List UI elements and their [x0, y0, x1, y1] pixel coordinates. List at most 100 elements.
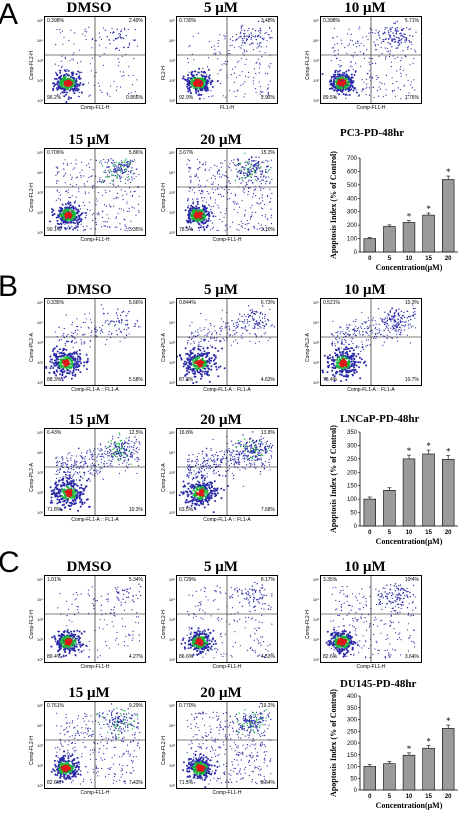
event-dot	[245, 185, 246, 186]
event-dot	[248, 72, 249, 73]
event-dot	[100, 456, 101, 457]
event-dot	[95, 326, 96, 327]
event-dot	[372, 58, 373, 59]
event-dot	[202, 79, 204, 81]
event-dot	[195, 359, 197, 361]
event-dot	[271, 215, 272, 216]
x-axis-label: Concentration(μM)	[376, 263, 443, 272]
event-dot	[118, 58, 119, 59]
event-dot	[63, 362, 66, 365]
event-dot	[408, 46, 409, 47]
event-dot	[345, 346, 347, 348]
event-dot	[58, 210, 60, 212]
event-dot	[357, 353, 359, 355]
event-dot	[101, 304, 102, 305]
event-dot	[381, 83, 382, 84]
plot-area: 0.730%3.48%92.9%2.92%	[176, 16, 278, 104]
event-dot	[114, 172, 115, 173]
event-dot	[220, 330, 221, 331]
event-dot	[388, 51, 389, 52]
event-dot	[79, 172, 80, 173]
event-dot	[67, 464, 68, 465]
event-dot	[201, 346, 202, 347]
event-dot	[339, 77, 341, 79]
event-dot	[340, 74, 342, 76]
event-dot	[115, 49, 116, 50]
event-dot	[67, 499, 69, 501]
event-dot	[380, 318, 381, 319]
event-dot	[61, 374, 63, 376]
event-dot	[51, 211, 53, 213]
event-dot	[76, 490, 78, 492]
event-dot	[398, 309, 399, 310]
event-dot	[72, 186, 73, 187]
event-dot	[255, 73, 256, 74]
event-dot	[122, 56, 123, 57]
event-dot	[134, 445, 135, 446]
event-dot	[50, 365, 52, 367]
event-dot	[367, 326, 368, 327]
event-dot	[378, 32, 379, 33]
event-dot	[119, 162, 120, 163]
event-dot	[76, 177, 77, 178]
event-dot	[411, 326, 412, 327]
event-dot	[185, 347, 187, 349]
event-dot	[62, 44, 63, 45]
event-dot	[119, 223, 120, 224]
event-dot	[97, 448, 98, 449]
event-dot	[118, 165, 119, 166]
event-dot	[364, 321, 365, 322]
event-dot	[241, 58, 242, 59]
event-dot	[343, 344, 344, 345]
event-dot	[392, 27, 393, 28]
event-dot	[199, 162, 200, 163]
event-dot	[408, 80, 409, 81]
event-dot	[370, 28, 371, 29]
event-dot	[120, 229, 121, 230]
event-dot	[217, 173, 218, 174]
event-dot	[197, 159, 198, 160]
event-dot	[373, 317, 374, 318]
event-dot	[59, 461, 60, 462]
event-dot	[70, 460, 71, 461]
event-dot	[105, 162, 106, 163]
event-dot	[241, 335, 242, 336]
event-dot	[200, 83, 203, 86]
event-dot	[390, 29, 391, 30]
event-dot	[90, 210, 91, 211]
event-dot	[342, 72, 343, 73]
event-dot	[268, 170, 269, 171]
event-dot	[334, 343, 335, 344]
event-dot	[259, 181, 260, 182]
event-dot	[59, 495, 61, 497]
event-dot	[214, 363, 216, 365]
event-dot	[257, 229, 258, 230]
event-dot	[230, 226, 231, 227]
event-dot	[251, 214, 252, 215]
event-dot	[109, 43, 110, 44]
quadrant-percent-ul: 0.521%	[323, 301, 340, 306]
event-dot	[197, 89, 198, 90]
event-dot	[49, 367, 51, 369]
event-dot	[58, 367, 60, 369]
event-dot	[188, 62, 189, 63]
event-dot	[68, 202, 70, 204]
event-dot	[216, 230, 217, 231]
event-dot	[63, 483, 65, 485]
event-dot	[379, 324, 380, 325]
event-dot	[234, 202, 235, 203]
event-dot	[101, 450, 102, 451]
event-dot	[201, 197, 202, 198]
event-dot	[380, 89, 381, 90]
event-dot	[78, 216, 80, 218]
event-dot	[200, 349, 202, 351]
event-dot	[57, 172, 58, 173]
event-dot	[67, 366, 69, 368]
event-dot	[74, 32, 75, 33]
event-dot	[376, 30, 377, 31]
event-dot	[413, 58, 414, 59]
event-dot	[342, 86, 343, 87]
event-dot	[125, 470, 126, 471]
plot-title: DMSO	[30, 282, 148, 298]
